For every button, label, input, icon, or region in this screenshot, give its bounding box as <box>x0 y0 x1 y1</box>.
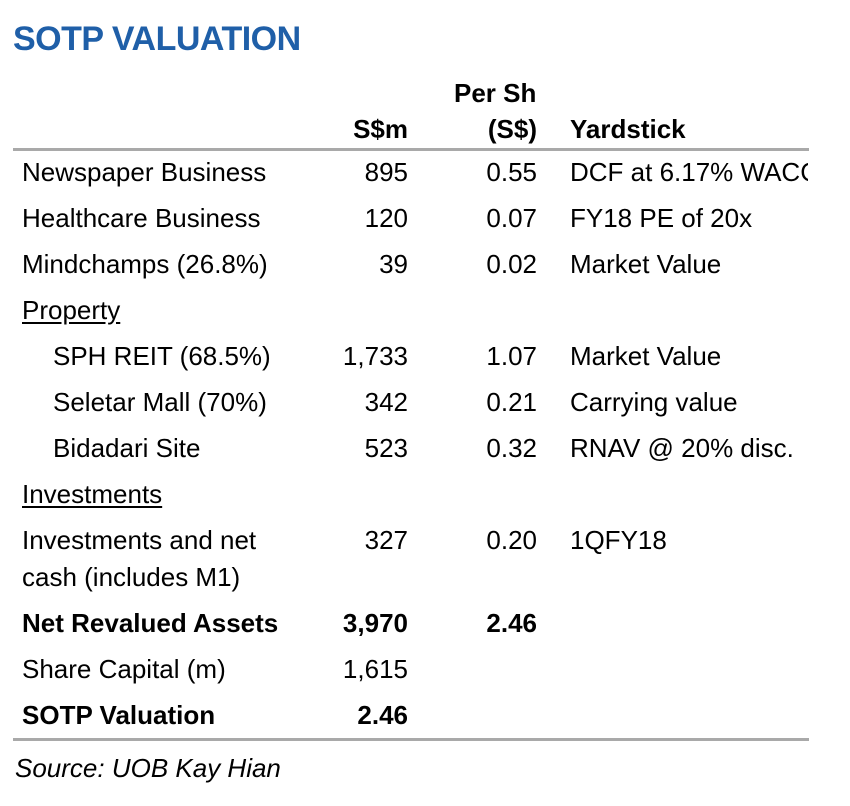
table-row: Mindchamps (26.8%) 39 0.02 Market Value <box>0 246 850 292</box>
table-title: SOTP VALUATION <box>13 20 301 58</box>
row-label: Seletar Mall (70%) <box>53 387 267 417</box>
row-label: Mindchamps (26.8%) <box>22 249 268 279</box>
row-yardstick: Market Value <box>570 341 722 371</box>
row-per-sh: 2.46 <box>486 608 537 638</box>
row-smm: 120 <box>364 203 408 233</box>
table-row: Share Capital (m) 1,615 <box>0 651 850 697</box>
row-per-sh: 0.07 <box>486 203 537 233</box>
row-yardstick: Carrying value <box>570 387 738 417</box>
table-row: SPH REIT (68.5%) 1,733 1.07 Market Value <box>0 338 850 384</box>
table-row: Investments and net cash (includes M1) 3… <box>0 522 850 602</box>
row-smm: 342 <box>364 387 408 417</box>
row-yardstick: FY18 PE of 20x <box>570 203 753 233</box>
row-label: Share Capital (m) <box>22 654 226 684</box>
row-yardstick: 1QFY18 <box>570 525 667 555</box>
row-label: Newspaper Business <box>22 157 267 187</box>
source-note: Source: UOB Kay Hian <box>15 753 281 783</box>
table-row: Newspaper Business 895 0.55 DCF at 6.17%… <box>0 154 850 200</box>
section-row-investments: Investments <box>0 476 850 522</box>
row-smm: 1,733 <box>342 341 408 371</box>
row-per-sh: 0.32 <box>486 433 537 463</box>
table-row: Seletar Mall (70%) 342 0.21 Carrying val… <box>0 384 850 430</box>
header-per-sh-unit: (S$) <box>487 114 537 144</box>
row-label: SOTP Valuation <box>22 700 216 730</box>
header-per-sh: Per Sh <box>454 78 537 108</box>
row-label: SPH REIT (68.5%) <box>53 341 271 371</box>
table-row: Bidadari Site 523 0.32 RNAV @ 20% disc. <box>0 430 850 476</box>
row-label-line1: Investments and net <box>22 525 257 555</box>
row-label: Healthcare Business <box>22 203 261 233</box>
row-yardstick: DCF at 6.17% WACC <box>570 157 808 187</box>
table-row: Healthcare Business 120 0.07 FY18 PE of … <box>0 200 850 246</box>
header-yardstick: Yardstick <box>570 114 686 144</box>
row-smm: 1,615 <box>342 654 408 684</box>
row-per-sh: 0.55 <box>486 157 537 187</box>
row-smm: 523 <box>364 433 408 463</box>
row-per-sh: 1.07 <box>486 341 537 371</box>
row-label: Net Revalued Assets <box>22 608 279 638</box>
row-smm: 39 <box>379 249 408 279</box>
row-label-line2: cash (includes M1) <box>22 562 241 592</box>
row-label: Bidadari Site <box>53 433 201 463</box>
total-row-sotp-valuation: SOTP Valuation 2.46 <box>0 697 850 743</box>
row-per-sh: 0.02 <box>486 249 537 279</box>
footer-rule <box>13 738 809 741</box>
row-per-sh: 0.20 <box>486 525 537 555</box>
section-label: Property <box>22 295 121 325</box>
row-smm: 895 <box>364 157 408 187</box>
row-per-sh: 0.21 <box>486 387 537 417</box>
section-label: Investments <box>22 479 163 509</box>
row-smm: 3,970 <box>342 608 408 638</box>
header-smm: S$m <box>353 114 408 144</box>
header-rule <box>13 148 809 151</box>
section-row-property: Property <box>0 292 850 338</box>
row-yardstick: RNAV @ 20% disc. <box>570 433 794 463</box>
row-yardstick: Market Value <box>570 249 722 279</box>
row-smm: 2.46 <box>357 700 408 730</box>
total-row-net-revalued-assets: Net Revalued Assets 3,970 2.46 <box>0 605 850 651</box>
row-smm: 327 <box>364 525 408 555</box>
